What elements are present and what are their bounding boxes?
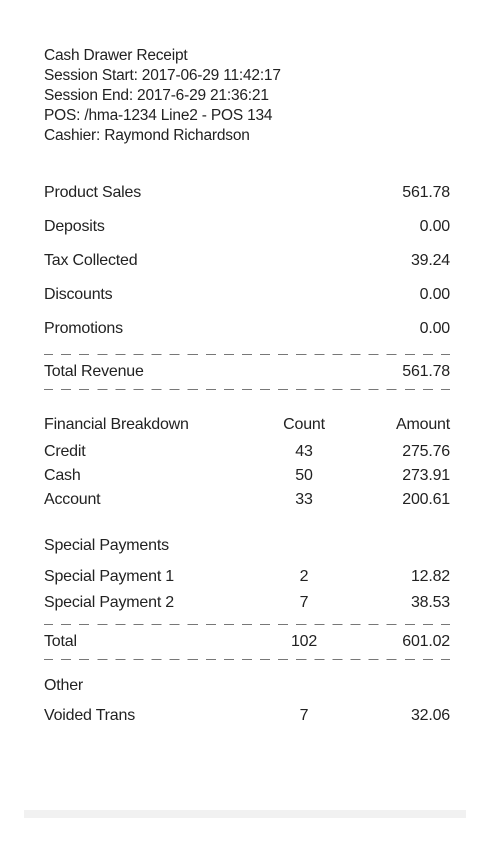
summary-label: Discounts [44,286,113,303]
breakdown-header-count: Count [283,416,325,433]
special-payments-title: Special Payments [44,537,169,554]
dashed-divider [44,389,450,390]
other-label: Voided Trans [44,707,135,724]
breakdown-label: Credit [44,443,86,460]
other-amount: 32.06 [410,707,450,724]
breakdown-label: Account [44,491,101,508]
breakdown-row-account: Account 33 200.61 [44,488,450,512]
dashed-divider [44,624,450,625]
special-payment-count: 7 [299,594,309,611]
breakdown-amount: 200.61 [402,491,450,508]
dashed-divider [44,354,450,355]
other-count: 7 [299,707,309,724]
financial-breakdown: Financial Breakdown Count Amount Credit … [44,410,450,732]
breakdown-amount: 275.76 [402,443,450,460]
summary-row-promotions: Promotions 0.00 [44,312,450,346]
other-title-row: Other [44,672,450,700]
breakdown-label: Cash [44,467,81,484]
breakdown-count: 43 [295,443,313,460]
special-payment-amount: 38.53 [410,594,450,611]
dashed-divider [44,659,450,660]
footer-bar [24,810,466,818]
other-row-voided-trans: Voided Trans 7 32.06 [44,700,450,732]
cash-drawer-receipt: Cash Drawer Receipt Session Start: 2017-… [44,46,450,732]
breakdown-count: 33 [295,491,313,508]
summary-amount: 0.00 [419,320,451,337]
special-payment-count: 2 [299,568,309,585]
receipt-title: Cash Drawer Receipt [44,47,188,64]
breakdown-row-credit: Credit 43 275.76 [44,440,450,464]
total-amount: 601.02 [402,633,450,650]
summary-label: Tax Collected [44,252,138,269]
summary-row-tax-collected: Tax Collected 39.24 [44,244,450,278]
pos-info: POS: /hma-1234 Line2 - POS 134 [44,107,273,124]
summary-label: Deposits [44,218,105,235]
summary-amount: 39.24 [410,252,450,269]
breakdown-row-cash: Cash 50 273.91 [44,464,450,488]
total-label: Total [44,633,77,650]
breakdown-count: 50 [295,467,313,484]
summary-row-deposits: Deposits 0.00 [44,210,450,244]
sales-summary: Product Sales 561.78 Deposits 0.00 Tax C… [44,176,450,390]
special-payment-row: Special Payment 2 7 38.53 [44,590,450,616]
summary-row-product-sales: Product Sales 561.78 [44,176,450,210]
breakdown-header-row: Financial Breakdown Count Amount [44,410,450,440]
summary-label: Promotions [44,320,123,337]
breakdown-header-label: Financial Breakdown [44,416,189,433]
special-payments-title-row: Special Payments [44,532,450,560]
cashier-info: Cashier: Raymond Richardson [44,127,250,144]
total-row: Total 102 601.02 [44,625,450,659]
total-revenue-label: Total Revenue [44,363,144,380]
other-title: Other [44,677,84,694]
summary-amount: 0.00 [419,286,451,303]
total-count: 102 [290,633,318,650]
total-revenue-row: Total Revenue 561.78 [44,355,450,389]
breakdown-amount: 273.91 [402,467,450,484]
breakdown-header-amount: Amount [396,416,450,433]
special-payment-row: Special Payment 1 2 12.82 [44,564,450,590]
summary-amount: 561.78 [402,184,450,201]
summary-label: Product Sales [44,184,142,201]
receipt-header: Cash Drawer Receipt Session Start: 2017-… [44,46,450,146]
session-start: Session Start: 2017-06-29 11:42:17 [44,67,281,84]
special-payment-label: Special Payment 2 [44,594,175,611]
session-end: Session End: 2017-6-29 21:36:21 [44,87,269,104]
special-payment-amount: 12.82 [410,568,450,585]
total-revenue-amount: 561.78 [402,363,450,380]
summary-amount: 0.00 [419,218,451,235]
special-payment-label: Special Payment 1 [44,568,175,585]
summary-row-discounts: Discounts 0.00 [44,278,450,312]
